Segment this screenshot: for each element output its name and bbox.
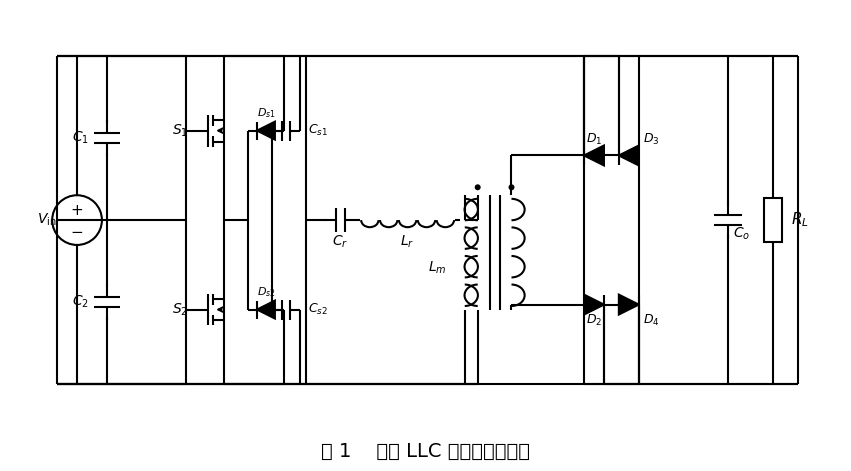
Polygon shape bbox=[584, 295, 604, 315]
Text: $C_{s1}$: $C_{s1}$ bbox=[308, 123, 328, 138]
Text: $R_L$: $R_L$ bbox=[791, 211, 808, 229]
Polygon shape bbox=[619, 146, 639, 165]
Polygon shape bbox=[257, 300, 275, 318]
Text: $C_2$: $C_2$ bbox=[72, 294, 89, 310]
Circle shape bbox=[509, 184, 515, 190]
Polygon shape bbox=[257, 122, 275, 139]
Text: 图 1    半桥 LLC 谐振变换器拓扑: 图 1 半桥 LLC 谐振变换器拓扑 bbox=[321, 442, 530, 461]
Text: $S_2$: $S_2$ bbox=[173, 301, 188, 318]
Polygon shape bbox=[584, 146, 604, 165]
Text: $D_2$: $D_2$ bbox=[585, 313, 603, 328]
Text: $C_o$: $C_o$ bbox=[734, 226, 751, 242]
Text: −: − bbox=[71, 225, 83, 240]
Polygon shape bbox=[619, 295, 639, 315]
Text: $D_{s1}$: $D_{s1}$ bbox=[256, 106, 276, 120]
Text: $V_{\rm in}$: $V_{\rm in}$ bbox=[37, 212, 56, 228]
Text: $L_m$: $L_m$ bbox=[428, 259, 447, 276]
Text: $C_{s2}$: $C_{s2}$ bbox=[308, 302, 328, 317]
Text: $D_3$: $D_3$ bbox=[643, 132, 660, 147]
Text: $L_r$: $L_r$ bbox=[401, 234, 414, 250]
Text: $C_1$: $C_1$ bbox=[72, 130, 89, 146]
Text: $S_1$: $S_1$ bbox=[173, 122, 188, 139]
Circle shape bbox=[475, 184, 481, 190]
Text: $D_{s2}$: $D_{s2}$ bbox=[256, 285, 276, 299]
Bar bbox=[764, 198, 782, 242]
Text: $C_r$: $C_r$ bbox=[333, 234, 349, 250]
Text: $D_1$: $D_1$ bbox=[585, 132, 603, 147]
Text: +: + bbox=[71, 203, 83, 218]
Text: $D_4$: $D_4$ bbox=[643, 313, 660, 328]
